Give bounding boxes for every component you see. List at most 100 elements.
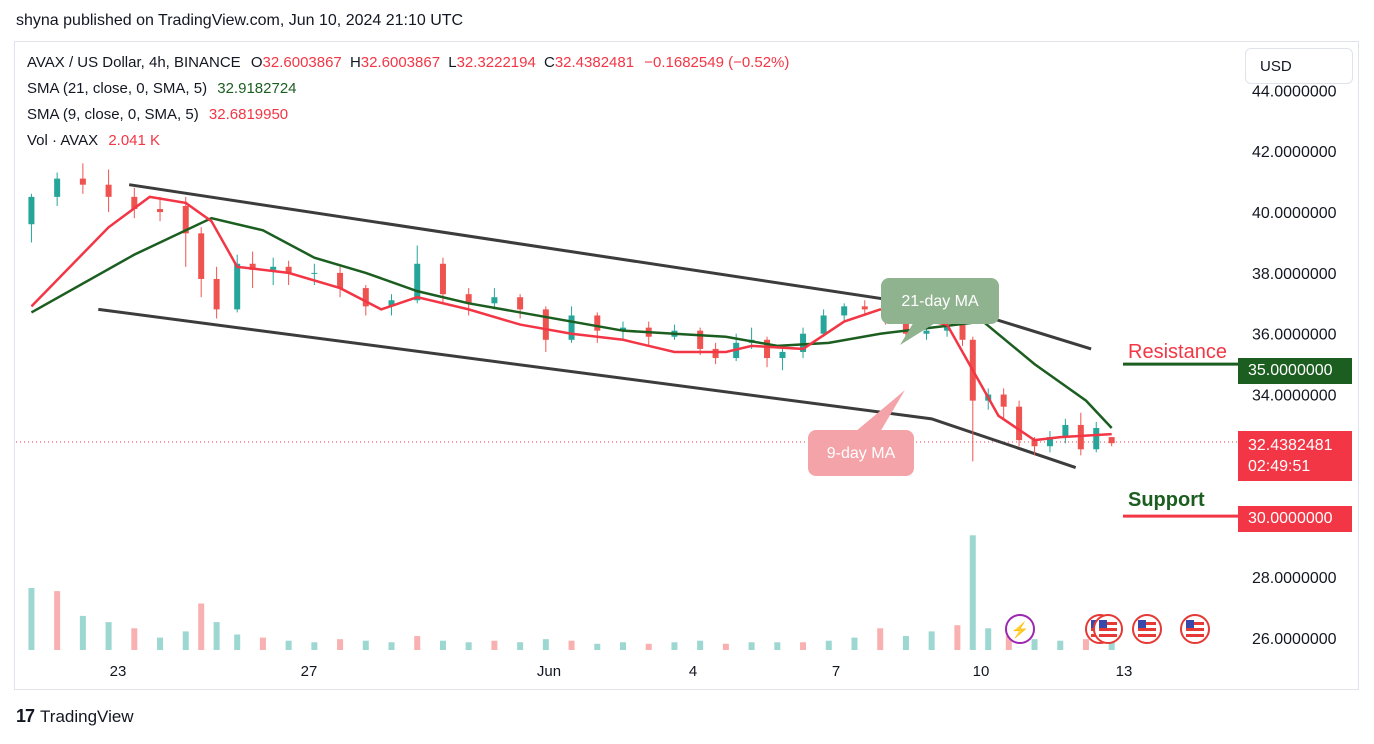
candle-body[interactable] [414, 263, 421, 301]
candle-body[interactable] [902, 315, 909, 334]
volume-label: Vol · AVAX [27, 132, 99, 149]
volume-bar [969, 535, 976, 650]
x-tick-label: Jun [537, 663, 561, 680]
volume-bar [79, 615, 86, 650]
current-price-tag: 32.4382481 02:49:51 [1238, 431, 1352, 481]
volume-bar [198, 603, 205, 650]
x-tick-label: 10 [973, 663, 990, 680]
us-flag-stripe-icon [1186, 622, 1204, 625]
sma21-label: SMA (21, close, 0, SMA, 5) [27, 80, 208, 97]
volume-bar [671, 642, 678, 650]
chart-frame[interactable] [14, 41, 1359, 690]
volume-bar [1108, 642, 1115, 650]
candle-body[interactable] [1031, 440, 1038, 447]
candle-body[interactable] [491, 297, 498, 304]
currency-button[interactable]: USD [1245, 48, 1353, 84]
candle-body[interactable] [594, 315, 601, 331]
candle-body[interactable] [764, 339, 771, 359]
volume-bar [362, 640, 369, 650]
candle-body[interactable] [362, 288, 369, 307]
candle-body[interactable] [234, 263, 241, 310]
candle-body[interactable] [841, 306, 848, 316]
candle-body[interactable] [1016, 406, 1023, 441]
candle-body[interactable] [1000, 394, 1007, 407]
candle-body[interactable] [285, 266, 292, 273]
candle-body[interactable] [800, 333, 807, 352]
volume-bar [517, 642, 524, 650]
footer-brand-label: TradingView [40, 706, 134, 726]
candle-body[interactable] [944, 324, 951, 331]
x-tick-label: 23 [110, 663, 127, 680]
symbol-label[interactable]: AVAX / US Dollar, 4h, BINANCE [27, 54, 241, 71]
sma9-legend[interactable]: SMA (9, close, 0, SMA, 5) 32.6819950 [27, 106, 288, 123]
candle-body[interactable] [820, 315, 827, 334]
volume-bar [28, 588, 35, 650]
candle-body[interactable] [959, 324, 966, 340]
candle-body[interactable] [388, 300, 395, 307]
support-price-tag: 30.0000000 [1238, 506, 1352, 532]
candle-body[interactable] [1108, 437, 1115, 444]
countdown-timer: 02:49:51 [1248, 458, 1311, 475]
volume-bar [877, 628, 884, 650]
sma21-legend[interactable]: SMA (21, close, 0, SMA, 5) 32.9182724 [27, 80, 297, 97]
volume-bar [1057, 640, 1064, 650]
volume-bar [182, 631, 189, 650]
candle-body[interactable] [105, 184, 112, 197]
candle-body[interactable] [131, 196, 138, 210]
candle-body[interactable] [568, 315, 575, 340]
channel-lower-line[interactable] [98, 307, 1077, 469]
candle-body[interactable] [182, 205, 189, 234]
candle-body[interactable] [712, 348, 719, 359]
candle-body[interactable] [861, 306, 868, 310]
ma21-callout-label: 21-day MA [901, 293, 979, 310]
volume-bar [542, 639, 549, 650]
high-value: 32.6003867 [360, 54, 441, 71]
candle-body[interactable] [213, 278, 220, 310]
volume-bar [311, 642, 318, 650]
volume-bar [157, 637, 164, 650]
volume-bar [568, 640, 575, 650]
y-tick-label: 36.0000000 [1252, 327, 1337, 344]
open-label: O [250, 54, 263, 71]
candle-body[interactable] [270, 266, 277, 270]
candle-body[interactable] [54, 178, 61, 197]
candle-body[interactable] [542, 309, 549, 340]
ma9-callout-pointer [855, 390, 905, 432]
us-flag-canton-icon [1186, 620, 1194, 628]
lightning-event-icon[interactable] [1005, 614, 1035, 644]
candle-body[interactable] [923, 330, 930, 334]
candle-body[interactable] [1093, 427, 1100, 450]
volume-bar [774, 642, 781, 650]
candle-body[interactable] [249, 263, 256, 270]
us-flag-stripe-icon [1186, 628, 1204, 631]
volume-bar [902, 636, 909, 650]
ma21-callout-box[interactable] [881, 278, 999, 324]
candle-body[interactable] [337, 272, 344, 289]
volume-bar [928, 631, 935, 650]
candle-body[interactable] [1062, 424, 1069, 438]
candle-body[interactable] [517, 297, 524, 310]
candle-body[interactable] [465, 294, 472, 304]
candle-body[interactable] [620, 327, 626, 331]
volume-bar [234, 634, 241, 650]
volume-legend[interactable]: Vol · AVAX 2.041 K [27, 132, 160, 149]
volume-bar [1005, 636, 1012, 650]
candle-body[interactable] [311, 272, 318, 274]
candle-body[interactable] [1046, 437, 1053, 447]
footer-brand[interactable]: 17 TradingView [16, 706, 134, 727]
candle-body[interactable] [198, 233, 205, 279]
candle-body[interactable] [779, 351, 786, 359]
candle-body[interactable] [157, 209, 164, 213]
ma9-callout-label: 9-day MA [827, 445, 896, 462]
volume-bar [954, 625, 961, 650]
candle-body[interactable] [79, 178, 86, 185]
candle-body[interactable] [697, 330, 704, 349]
sma9-line[interactable] [30, 195, 1112, 442]
candle-body[interactable] [28, 196, 35, 225]
candle-body[interactable] [439, 263, 446, 295]
us-flag-stripe-icon [1186, 634, 1204, 637]
y-tick-label: 42.0000000 [1252, 144, 1337, 161]
ma9-callout-box[interactable] [808, 430, 914, 476]
sma9-value: 32.6819950 [208, 106, 289, 123]
